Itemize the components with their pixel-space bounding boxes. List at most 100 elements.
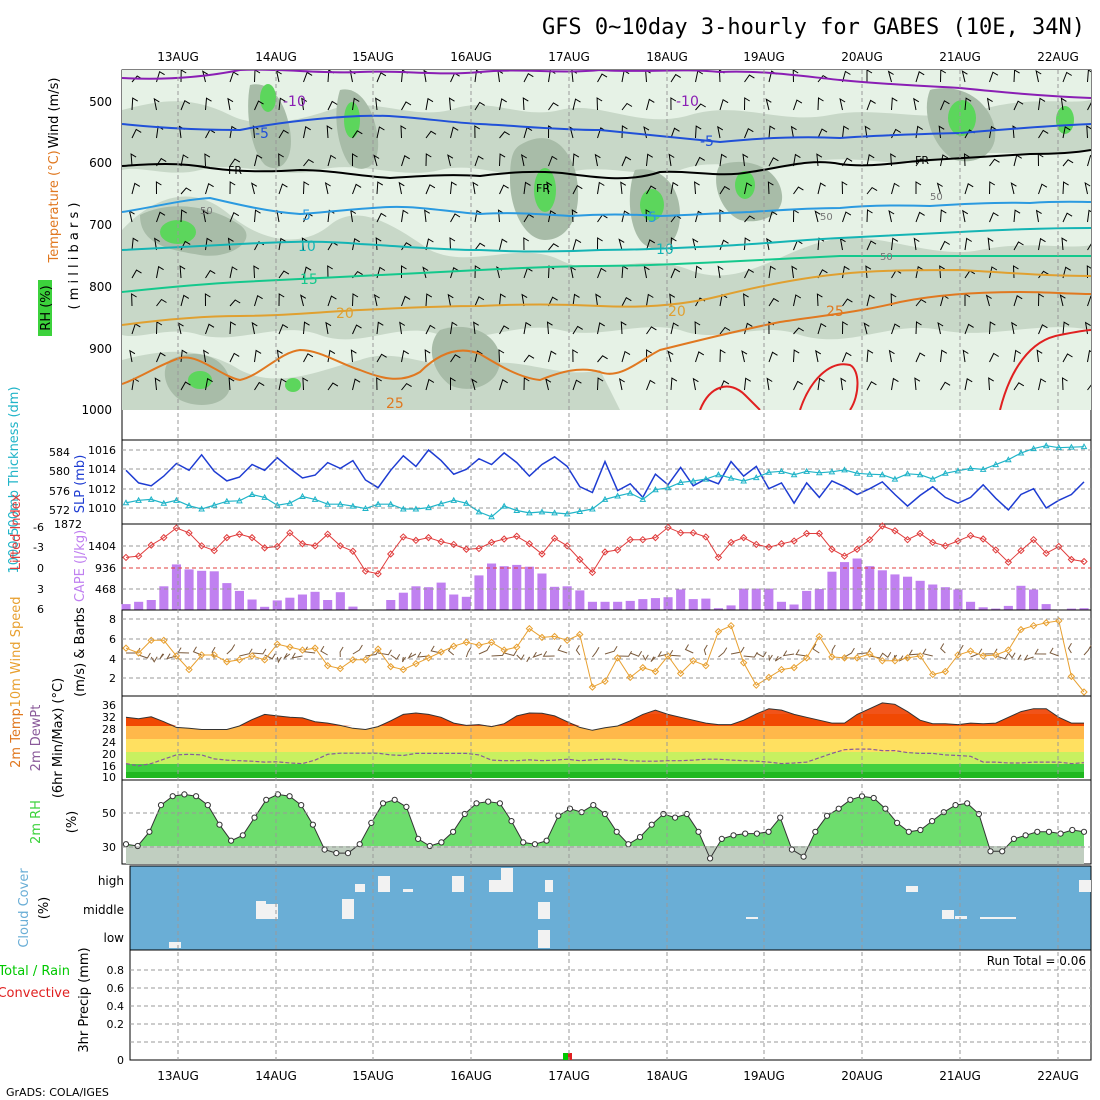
barb-upper-433: [940, 349, 948, 363]
cape-bar-61: [890, 574, 900, 610]
rh2m-point-18: [333, 850, 340, 857]
isotherm-20: [122, 268, 1091, 326]
barb-upper-210: [376, 212, 387, 223]
wind10-point-1: [134, 649, 143, 657]
barb-upper-133: [447, 154, 454, 167]
slp-label: SLP (mb): [73, 455, 88, 514]
wind10-point-53: [790, 663, 798, 672]
barb-upper-44: [227, 97, 234, 111]
barb-upper-332: [425, 293, 433, 307]
cape-bar-39: [613, 601, 623, 610]
barb-upper-204: [229, 211, 240, 223]
wind10-point-50: [752, 681, 760, 689]
barb-upper-160: [131, 182, 141, 195]
lifted-point-8: [223, 533, 231, 542]
wind10-point-73: [1042, 619, 1050, 627]
cape-936: 936: [95, 562, 116, 575]
thickness-point-40: [626, 489, 634, 496]
cape-bars: [121, 558, 1089, 610]
lifted-point-36: [576, 555, 584, 564]
rh-base-band: [126, 846, 1084, 864]
cape-bar-23: [411, 586, 421, 610]
label-minus10-a: -10: [283, 94, 306, 110]
lifted-point-3: [160, 533, 168, 542]
barb-upper-260: [618, 238, 625, 251]
t-36: 36: [102, 699, 116, 712]
lifted-point-53: [790, 537, 798, 545]
thick-580: 580: [49, 465, 70, 478]
rh2m-point-10: [239, 832, 246, 839]
barb-upper-49: [352, 97, 360, 111]
cape-bar-30: [499, 566, 509, 610]
barb-upper-87: [303, 126, 311, 139]
rh2m-point-28: [450, 828, 457, 835]
cape-bar-1: [134, 601, 144, 610]
cape-bar-40: [625, 600, 635, 610]
barb-upper-419: [597, 355, 608, 363]
barb-upper-93: [450, 126, 459, 139]
wind10-point-38: [601, 677, 609, 685]
wind10-point-62: [903, 654, 912, 662]
barb-upper-340: [621, 296, 632, 307]
barb-upper-351: [890, 293, 897, 307]
barb-upper-357: [1038, 293, 1045, 307]
lifted-point-71: [1017, 546, 1025, 555]
thickness-line: [125, 445, 1085, 518]
barb-upper-349: [842, 298, 853, 307]
barb-upper-205: [254, 209, 261, 223]
label-15: 15: [300, 272, 318, 288]
barb-upper-458: [572, 379, 582, 391]
thickness-point-18: [349, 502, 357, 509]
barb-upper-468: [817, 377, 825, 391]
label-minus5-a: -5: [255, 126, 269, 142]
cape-bar-64: [928, 584, 938, 610]
barb-upper-323: [204, 293, 211, 307]
barb10-57: [844, 647, 855, 658]
thickness-point-75: [1068, 443, 1075, 450]
wind10-point-46: [702, 661, 710, 670]
barb-upper-334: [474, 296, 485, 307]
cape-bar-16: [323, 600, 333, 610]
barb-upper-392: [915, 321, 922, 335]
barb-upper-285: [253, 265, 260, 279]
thickness-point-53: [790, 471, 798, 478]
barb-upper-261: [646, 239, 656, 251]
rh2m-point-48: [683, 810, 690, 818]
lifted-point-28: [475, 544, 483, 553]
barb-upper-262: [670, 237, 677, 251]
barb-upper-122: [180, 154, 189, 167]
wind10-point-61: [891, 657, 899, 665]
rh2m-point-24: [403, 803, 410, 811]
barb-upper-198: [1062, 181, 1069, 195]
rh2m-point-27: [438, 839, 445, 846]
wind10-point-43: [664, 652, 672, 660]
barb-upper-337: [548, 296, 558, 307]
top-date-17: 17AUG: [548, 50, 590, 64]
day-grid-lines: [177, 70, 1059, 1060]
barb-upper-460: [618, 377, 625, 391]
barb-upper-259: [597, 237, 603, 251]
thickness-point-72: [1030, 445, 1037, 452]
rh2m-point-61: [835, 805, 842, 812]
barb-upper-273: [940, 240, 950, 251]
rh2m-point-25: [415, 835, 422, 843]
barb-upper-453: [450, 377, 456, 390]
lifted-point-52: [777, 540, 786, 548]
label-20-b: 20: [668, 304, 686, 320]
rh2m-point-30: [473, 800, 480, 807]
rh-legend-swatch: [38, 280, 52, 336]
rh2m-point-39: [578, 809, 585, 816]
li-minus3: -3: [33, 541, 44, 554]
barb-upper-280: [131, 269, 142, 279]
barb-upper-189: [841, 181, 848, 195]
cape-bar-72: [1029, 589, 1039, 610]
rh2m-point-79: [1045, 828, 1053, 835]
rh-50: 50: [102, 807, 116, 820]
wind10-point-45: [689, 657, 697, 665]
lifted-point-19: [361, 567, 370, 575]
thickness-point-64: [929, 475, 937, 482]
rh2m-point-51: [718, 835, 725, 843]
lifted-point-21: [387, 550, 395, 558]
cloud-low: low: [104, 931, 125, 945]
barb-upper-143: [695, 156, 705, 167]
